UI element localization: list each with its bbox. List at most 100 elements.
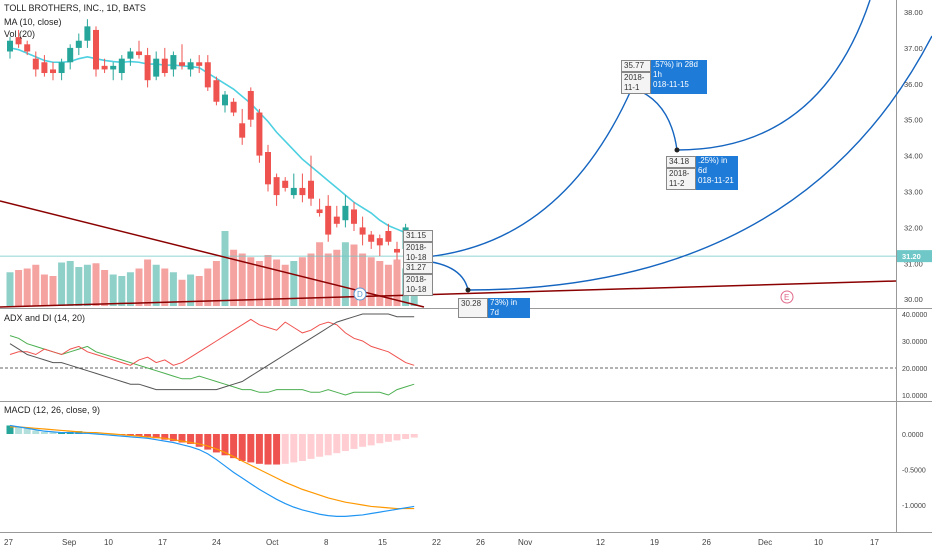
macd-tick-label: -0.5000 [902,468,926,475]
volume-bar [195,276,203,306]
dividend-marker-label: D [357,290,363,299]
time-tick-label: 10 [814,538,823,547]
candle-body [265,152,271,185]
projection-price: 30.28 [458,298,488,318]
macd-histogram-bar [247,434,255,463]
projection-flag-2[interactable]: 31.27 2018-10-18 [403,262,433,296]
volume-bar [152,264,160,306]
volume-bar [83,264,91,306]
projection-flag-1[interactable]: 31.15 2018-10-18 [403,230,433,264]
macd-histogram-bar [393,434,401,441]
price-tick-label: 34.00 [904,152,923,161]
volume-bar [15,270,23,306]
adx-tick-label: 30.0000 [902,339,927,346]
macd-histogram-bar [359,434,367,447]
projection-curve [467,35,932,291]
price-tick-label: 33.00 [904,188,923,197]
macd-histogram-bar [178,434,186,443]
volume-bar [238,253,246,306]
di-plus-line [9,335,415,396]
projection-text: 73%) in 7d [488,298,530,318]
price-tick-label: 38.00 [904,8,923,17]
volume-bar [66,261,74,306]
volume-bar [135,268,143,306]
time-tick-label: 17 [158,538,167,547]
projection-sub: 018-11-15 [651,80,707,90]
candle-body [308,180,314,199]
macd-histogram-bar [135,434,143,437]
candle-body [170,55,177,70]
macd-histogram-bar [144,434,152,437]
time-tick-label: 8 [324,538,329,547]
projection-flag-4[interactable]: 35.77 2018-11-1 .57%) in 28d 1h 018-11-1… [621,60,707,94]
candle-body [58,62,65,74]
projection-date: 2018-11-2 [666,168,696,190]
candle-body [196,62,203,66]
candle-body [50,69,56,74]
projection-flag-3[interactable]: 30.28 73%) in 7d [458,298,530,318]
adx-indicator-label[interactable]: ADX and DI (14, 20) [4,313,86,323]
candle-body [333,216,340,224]
volume-indicator-label[interactable]: Vol (20) [4,29,36,39]
time-tick-label: 19 [650,538,659,547]
macd-histogram-bar [402,434,410,439]
volume-bar [316,242,324,306]
projection-sub: 018-11-21 [696,176,738,186]
macd-histogram-bar [384,434,392,442]
candle-body [101,65,108,70]
volume-bar [221,231,229,306]
candle-body [247,90,254,120]
candle-body [136,51,142,56]
volume-bar [92,263,100,306]
candle-body [15,37,22,45]
volume-bar [23,268,31,306]
macd-histogram-bar [230,434,238,459]
candle-body [256,112,263,156]
candle-body [32,58,39,70]
volume-bar [367,257,375,306]
projection-text: .25%) in 6d [696,156,738,176]
price-tick-label: 30.00 [904,295,923,304]
macd-histogram-bar [324,434,332,456]
candle-body [222,94,228,106]
volume-bar [169,272,177,306]
volume-bar [333,249,341,306]
ma-indicator-label[interactable]: MA (10, close) [4,17,62,27]
candle-body [24,44,31,52]
candle-body [144,55,151,81]
price-axis-strip [896,0,932,550]
candle-body [368,234,375,242]
macd-histogram-bar [367,434,375,446]
current-price-label: 31.20 [902,252,921,261]
candle-body [187,62,194,70]
time-tick-label: 15 [378,538,387,547]
ma-line [9,47,415,238]
volume-bar [101,270,109,306]
projection-price: 34.18 [666,156,696,168]
projection-flag-5[interactable]: 34.18 2018-11-2 .25%) in 6d 018-11-21 [666,156,738,190]
candle-body [110,65,117,70]
macd-histogram-bar [333,434,341,454]
time-tick-label: Nov [518,538,532,547]
macd-histogram-bar [281,434,289,464]
volume-bar [273,259,281,306]
macd-tick-label: -1.0000 [902,503,926,510]
volume-bar [187,274,195,306]
candle-body [282,180,289,188]
adx-tick-label: 10.0000 [902,393,927,400]
volume-bar [359,253,367,306]
volume-bar [247,257,255,306]
macd-indicator-label[interactable]: MACD (12, 26, close, 9) [4,405,101,415]
candle-body [204,62,211,88]
candle-body [316,209,323,214]
projection-date: 2018-11-1 [621,72,651,94]
volume-bar [178,279,186,306]
candle-body [213,80,220,102]
macd-histogram-bar [169,434,177,442]
macd-histogram-bar [15,426,23,434]
volume-bar [212,261,220,306]
macd-histogram-bar [410,434,418,438]
time-tick-label: 10 [104,538,113,547]
candle-body [41,62,48,74]
